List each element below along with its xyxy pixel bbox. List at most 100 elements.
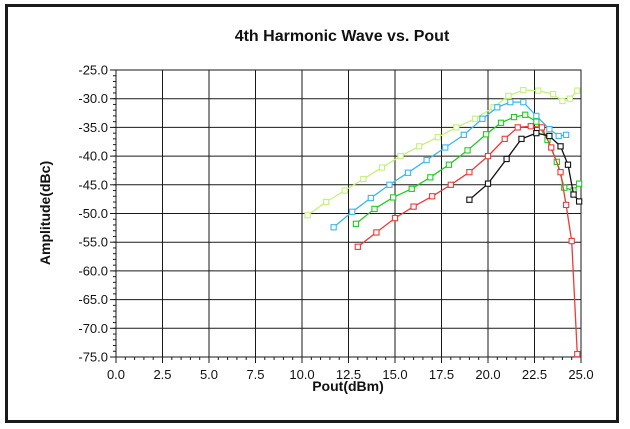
x-tick-label: 0.0 (107, 367, 125, 382)
data-point (570, 191, 577, 198)
series-5 (466, 129, 583, 205)
axis-ticks: 0.0 2.5 5.0 7.5 10.0 12.5 15.0 17.5 20.0 22.5 25.0… (78, 63, 593, 383)
data-point (555, 132, 562, 140)
data-point (371, 205, 378, 213)
data-point (549, 90, 557, 98)
chart-title: 4th Harmonic Wave vs. Pout (235, 28, 450, 45)
data-point (484, 180, 492, 187)
x-tick-label: 20.0 (475, 367, 500, 382)
data-point (575, 198, 583, 205)
data-point (323, 198, 330, 206)
data-point (352, 220, 360, 227)
x-tick-label: 17.5 (429, 367, 454, 382)
data-point (522, 111, 529, 118)
chart-frame: 4th Harmonic Wave vs. Pout 0.0 2.5 5.0 7.5 1… (5, 4, 619, 423)
x-tick-label: 2.5 (153, 367, 171, 382)
y-tick-label: -70.0 (78, 321, 108, 336)
data-point (397, 152, 404, 160)
data-point (386, 181, 393, 188)
data-point (514, 124, 521, 131)
series-line (333, 101, 567, 228)
data-point (494, 104, 501, 111)
data-point (391, 214, 399, 222)
data-point (520, 98, 527, 106)
y-tick-label: -30.0 (78, 91, 108, 106)
data-point (538, 124, 546, 131)
data-point (341, 187, 348, 194)
data-point (471, 115, 479, 122)
x-tick-label: 10.0 (289, 367, 314, 382)
data-point (535, 87, 542, 94)
data-point (423, 156, 430, 164)
x-tick-label: 7.5 (246, 367, 264, 382)
data-point (360, 175, 367, 183)
data-point (507, 98, 514, 106)
series-layer (304, 86, 583, 358)
data-point (416, 143, 423, 150)
data-point (442, 144, 449, 151)
y-tick-label: -65.0 (78, 292, 108, 307)
y-tick-label: -75.0 (78, 350, 108, 365)
data-point (389, 194, 397, 201)
y-tick-label: -60.0 (78, 263, 108, 278)
data-point (497, 119, 505, 126)
y-tick-label: -40.0 (78, 149, 108, 164)
data-point (574, 87, 581, 94)
data-point (330, 224, 337, 231)
data-point (453, 124, 460, 131)
data-point (557, 169, 564, 176)
data-point (562, 131, 570, 139)
x-tick-label: 5.0 (200, 367, 218, 382)
data-point (367, 194, 374, 202)
data-point (520, 86, 527, 94)
data-point (479, 115, 486, 122)
y-tick-label: -45.0 (78, 177, 108, 192)
data-point (373, 229, 380, 236)
data-point (484, 152, 492, 160)
data-point (561, 184, 568, 191)
y-tick-label: -55.0 (78, 235, 108, 250)
data-point (460, 131, 467, 139)
data-point (562, 201, 570, 209)
data-point (546, 125, 553, 133)
harmonic-chart: 4th Harmonic Wave vs. Pout 0.0 2.5 5.0 7.5 1… (37, 28, 594, 394)
data-point (510, 113, 518, 121)
data-point (527, 123, 534, 130)
data-point (505, 92, 512, 99)
data-point (533, 112, 540, 120)
data-point (410, 203, 417, 210)
data-point (304, 212, 311, 219)
data-point (445, 161, 453, 168)
y-tick-label: -25.0 (78, 63, 108, 78)
data-point (501, 135, 508, 143)
data-point (378, 164, 386, 171)
data-point (546, 132, 553, 140)
data-point (447, 181, 454, 188)
data-point (427, 174, 434, 181)
data-point (533, 118, 540, 125)
data-point (533, 129, 540, 137)
data-point (564, 161, 572, 168)
data-point (557, 143, 564, 150)
data-point (559, 97, 566, 105)
data-point (503, 155, 510, 163)
data-point (464, 147, 471, 154)
series-1 (304, 86, 581, 219)
y-tick-label: -50.0 (78, 206, 108, 221)
data-point (518, 135, 525, 143)
x-tick-label: 25.0 (568, 367, 593, 382)
data-point (568, 237, 575, 245)
series-4 (354, 123, 581, 358)
data-point (574, 350, 581, 358)
y-tick-label: -35.0 (78, 120, 108, 135)
x-axis-label: Pout(dBm) (312, 378, 384, 394)
series-line (468, 132, 580, 202)
data-point (429, 193, 436, 200)
y-axis-label: Amplitude(dBc) (37, 161, 53, 265)
data-point (408, 185, 415, 192)
series-2 (330, 98, 570, 231)
data-point (466, 169, 473, 176)
data-point (349, 208, 356, 215)
data-point (482, 131, 490, 138)
data-point (404, 169, 412, 176)
